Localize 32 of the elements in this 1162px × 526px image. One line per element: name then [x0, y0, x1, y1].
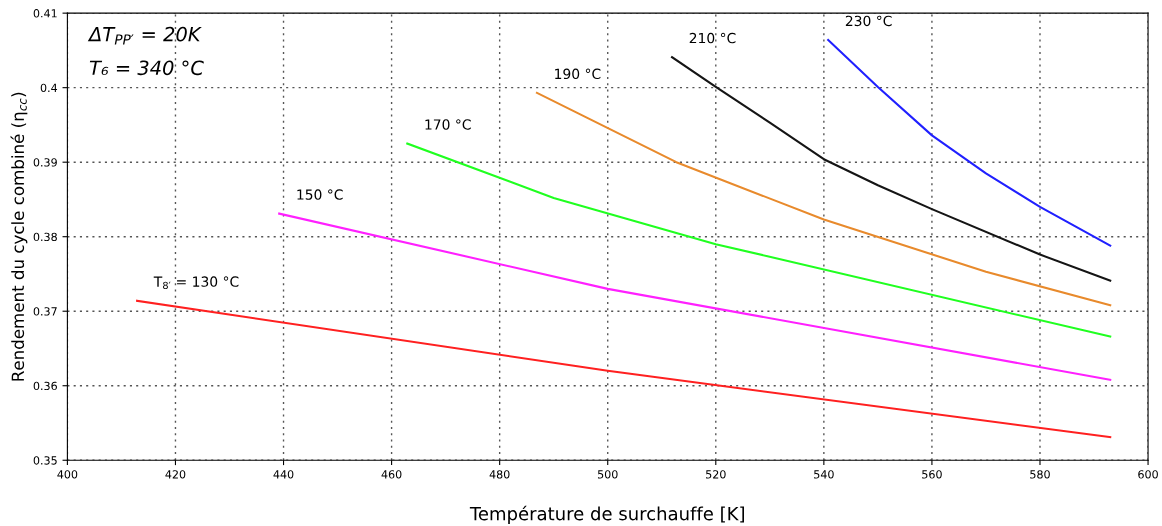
y-tick-label: 0.39 — [33, 158, 57, 167]
y-axis-title: Rendement du cycle combiné (η$_{cc}$) — [10, 92, 28, 381]
x-axis-title: Température de surchauffe [K] — [469, 505, 744, 524]
x-tick-label: 420 — [165, 470, 186, 479]
x-tick-label: 400 — [57, 470, 78, 479]
y-tick-label: 0.41 — [33, 9, 57, 18]
x-tick-label: 460 — [381, 470, 402, 479]
y-tick-label: 0.37 — [33, 307, 57, 316]
series-label: 190 °C — [555, 68, 601, 80]
y-tick-label: 0.35 — [33, 456, 57, 465]
y-tick-label: 0.4 — [40, 83, 58, 93]
x-tick-label: 600 — [1138, 470, 1158, 479]
x-tick-label: 500 — [597, 470, 618, 479]
x-tick-label: 560 — [922, 470, 942, 479]
x-tick-label: 520 — [706, 470, 726, 479]
series-label: 230 °C — [845, 15, 892, 27]
y-tick-label: 0.38 — [33, 232, 57, 242]
series-label: 150 °C — [297, 189, 343, 200]
series-label: 210 °C — [689, 32, 736, 44]
line-series — [535, 91, 1112, 307]
series-label: 170 °C — [425, 119, 471, 130]
x-tick-label: 440 — [273, 470, 294, 479]
annotation: T₆ = 340 °C — [89, 60, 204, 76]
series-label: T$_{8′}$ = 130 °C — [153, 276, 239, 290]
x-tick-label: 480 — [489, 470, 510, 479]
annotation: ΔT$_{PP′}$ = 20K — [87, 26, 202, 45]
y-tick-label: 0.36 — [33, 381, 57, 391]
line-series — [827, 38, 1112, 247]
x-tick-label: 540 — [814, 470, 834, 479]
line-series — [406, 142, 1112, 338]
line-series — [670, 56, 1112, 282]
x-tick-label: 580 — [1030, 470, 1050, 479]
